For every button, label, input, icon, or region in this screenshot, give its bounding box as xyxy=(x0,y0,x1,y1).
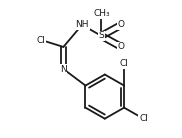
Text: O: O xyxy=(118,42,125,51)
Text: Cl: Cl xyxy=(139,114,148,123)
Text: O: O xyxy=(118,20,125,29)
Text: NH: NH xyxy=(75,20,89,29)
Text: Cl: Cl xyxy=(37,35,46,45)
Text: CH₃: CH₃ xyxy=(93,9,110,18)
Text: N: N xyxy=(60,64,67,74)
Text: Cl: Cl xyxy=(120,59,128,68)
Text: S: S xyxy=(98,31,104,40)
